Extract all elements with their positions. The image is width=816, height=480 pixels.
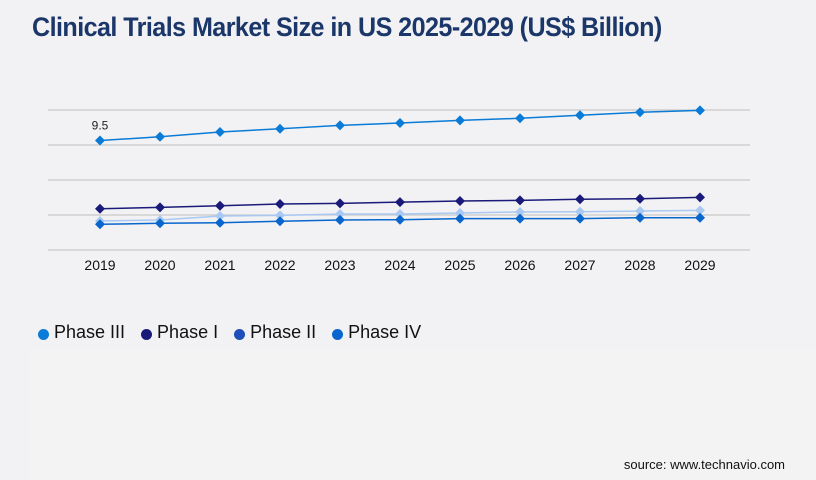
data-point-phase-iii-2027[interactable] <box>575 110 585 121</box>
x-tick-label: 2026 <box>504 257 535 273</box>
data-point-phase-ii-2024[interactable] <box>395 209 405 220</box>
data-point-phase-ii-2023[interactable] <box>335 209 345 220</box>
legend-item-phase-iii[interactable]: Phase III <box>38 322 125 343</box>
x-axis-tick-labels: 2019 2020 2021 2022 2023 2024 2025 2026 2027 2028… <box>84 257 715 273</box>
data-point-phase-ii-2028[interactable] <box>635 206 645 217</box>
source-credit: source: www.technavio.com <box>623 457 785 472</box>
x-tick-label: 2021 <box>204 257 235 273</box>
x-tick-label: 2025 <box>444 257 475 273</box>
data-point-phase-ii-2029[interactable] <box>695 205 705 216</box>
data-point-phase-iii-2025[interactable] <box>455 115 465 126</box>
data-point-phase-iv-2022[interactable] <box>275 216 285 227</box>
data-point-phase-i-2023[interactable] <box>335 198 345 209</box>
data-point-phase-iii-2029[interactable] <box>695 105 705 116</box>
x-tick-label: 2029 <box>684 257 715 273</box>
legend: Phase III Phase I Phase II Phase IV <box>38 322 437 343</box>
data-point-phase-i-2029[interactable] <box>695 192 705 203</box>
data-point-phase-iv-2024[interactable] <box>395 214 405 225</box>
legend-marker-phase-iv <box>332 329 344 340</box>
data-point-phase-iii-2023[interactable] <box>335 120 345 131</box>
x-tick-label: 2020 <box>144 257 175 273</box>
data-point-phase-iv-2026[interactable] <box>515 213 525 224</box>
legend-marker-phase-i <box>141 329 153 340</box>
data-point-phase-iii-2028[interactable] <box>635 107 645 118</box>
data-point-phase-iv-2029[interactable] <box>695 212 705 223</box>
data-point-phase-iii-2019[interactable] <box>95 135 105 146</box>
data-point-phase-iv-2019[interactable] <box>95 219 105 230</box>
data-point-phase-iv-2020[interactable] <box>155 218 165 229</box>
line-chart: 9.5 2019 2020 2021 2022 2023 2024 2025 2026 2027… <box>48 105 750 273</box>
data-point-phase-i-2028[interactable] <box>635 193 645 204</box>
data-point-phase-iii-2022[interactable] <box>275 123 285 134</box>
x-tick-label: 2022 <box>264 257 295 273</box>
data-point-phase-i-2020[interactable] <box>155 202 165 213</box>
data-point-phase-i-2021[interactable] <box>215 200 225 211</box>
data-point-phase-iv-2027[interactable] <box>575 213 585 224</box>
data-point-phase-ii-2027[interactable] <box>575 206 585 217</box>
legend-label: Phase IV <box>348 322 422 342</box>
data-point-phase-iii-2026[interactable] <box>515 113 525 124</box>
legend-item-phase-iv[interactable]: Phase IV <box>332 322 421 343</box>
data-point-phase-ii-2025[interactable] <box>455 208 465 219</box>
data-point-phase-i-2027[interactable] <box>575 194 585 205</box>
annotations: 9.5 <box>92 119 109 133</box>
data-point-phase-i-2024[interactable] <box>395 197 405 208</box>
data-point-phase-iv-2023[interactable] <box>335 215 345 226</box>
x-tick-label: 2023 <box>324 257 355 273</box>
data-point-phase-i-2019[interactable] <box>95 203 105 214</box>
data-point-phase-ii-2026[interactable] <box>515 206 525 217</box>
gridlines <box>48 109 750 251</box>
legend-label: Phase I <box>157 322 219 342</box>
data-label: 9.5 <box>92 119 109 133</box>
data-point-phase-ii-2021[interactable] <box>215 211 225 222</box>
legend-label: Phase III <box>54 322 126 342</box>
legend-item-phase-i[interactable]: Phase I <box>141 322 218 343</box>
data-point-phase-iv-2028[interactable] <box>635 212 645 223</box>
x-tick-label: 2019 <box>84 257 115 273</box>
legend-marker-phase-ii <box>234 329 246 340</box>
data-point-phase-ii-2022[interactable] <box>275 210 285 221</box>
x-tick-label: 2027 <box>564 257 595 273</box>
data-point-phase-iii-2021[interactable] <box>215 127 225 138</box>
lower-panel <box>30 350 816 480</box>
data-point-phase-iii-2020[interactable] <box>155 131 165 142</box>
data-point-phase-iii-2024[interactable] <box>395 118 405 129</box>
series-points <box>95 105 705 230</box>
chart-title: Clinical Trials Market Size in US 2025-2… <box>32 12 662 42</box>
data-point-phase-i-2022[interactable] <box>275 199 285 210</box>
data-point-phase-iv-2025[interactable] <box>455 213 465 224</box>
data-point-phase-iv-2021[interactable] <box>215 217 225 228</box>
data-point-phase-i-2025[interactable] <box>455 196 465 207</box>
legend-label: Phase II <box>250 322 317 342</box>
x-tick-label: 2024 <box>384 257 415 273</box>
legend-marker-phase-iii <box>38 329 49 340</box>
x-tick-label: 2028 <box>624 257 655 273</box>
legend-item-phase-ii[interactable]: Phase II <box>234 322 316 343</box>
data-point-phase-i-2026[interactable] <box>515 195 525 206</box>
